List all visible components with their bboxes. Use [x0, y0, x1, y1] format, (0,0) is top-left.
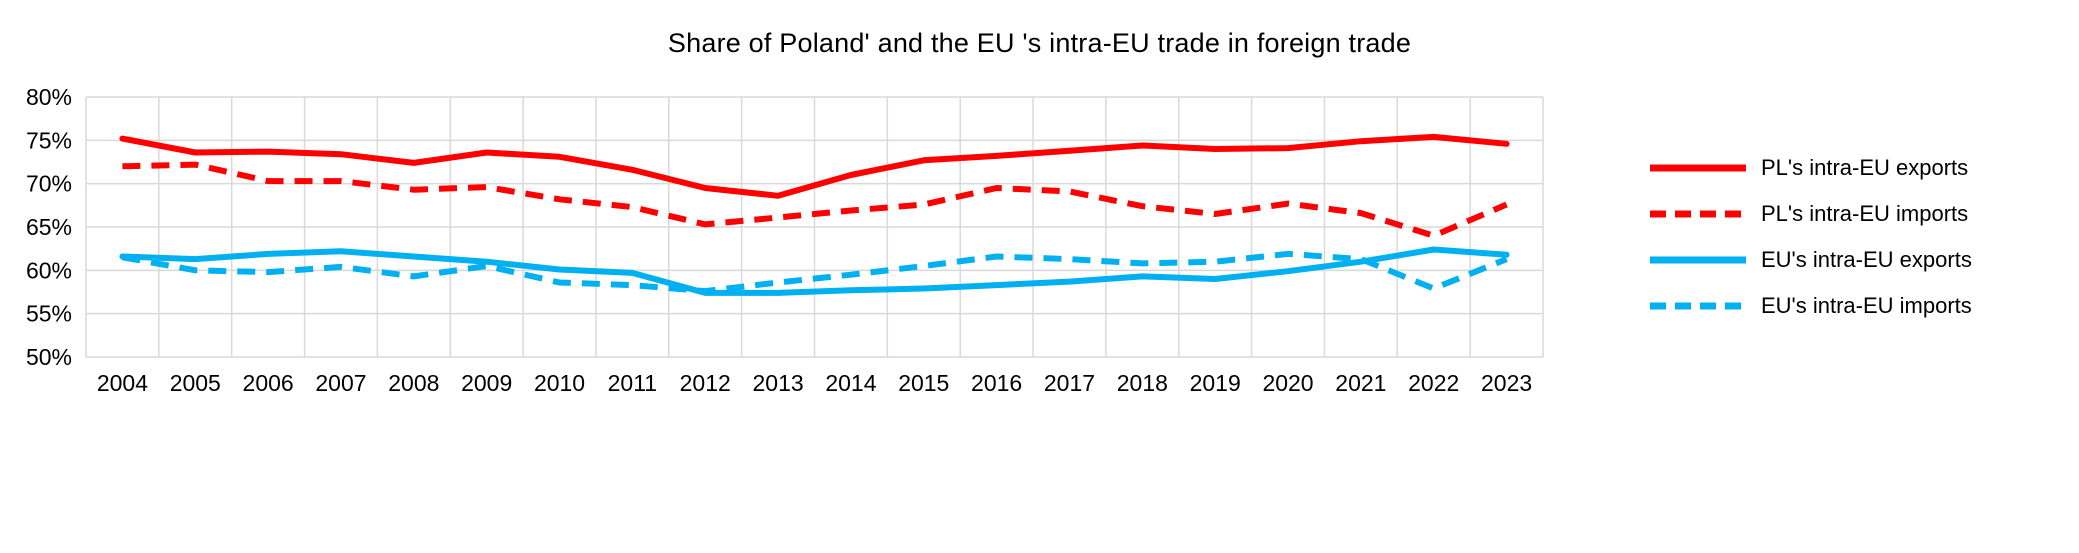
- legend-label: PL's intra-EU imports: [1761, 201, 1969, 226]
- legend-item-pl-s-intra-eu-imports: PL's intra-EU imports: [1650, 199, 1972, 229]
- series-line-eu-s-intra-eu-imports: [121, 250, 1508, 295]
- y-tick-label: 50%: [26, 344, 72, 370]
- legend-line-sample-dashed: [1650, 210, 1746, 218]
- x-tick-label: 2023: [1481, 370, 1532, 396]
- x-axis-labels: 2004 2005 2006 2007 2008 2009 2010 2011 2012 2013…: [97, 370, 1532, 396]
- x-tick-label: 2014: [825, 370, 876, 396]
- x-tick-label: 2015: [898, 370, 949, 396]
- y-tick-label: 55%: [26, 301, 72, 327]
- legend-line-sample-solid: [1650, 256, 1746, 264]
- x-tick-label: 2008: [388, 370, 439, 396]
- x-tick-label: 2022: [1408, 370, 1459, 396]
- x-tick-label: 2005: [170, 370, 221, 396]
- y-tick-label: 65%: [26, 214, 72, 240]
- x-tick-label: 2019: [1190, 370, 1241, 396]
- x-tick-label: 2010: [534, 370, 585, 396]
- legend-line-sample-solid: [1650, 164, 1746, 172]
- x-tick-label: 2012: [680, 370, 731, 396]
- x-tick-label: 2006: [243, 370, 294, 396]
- legend-label: PL's intra-EU exports: [1761, 155, 1969, 180]
- y-tick-label: 75%: [26, 127, 72, 153]
- legend-item-eu-s-intra-eu-imports: EU's intra-EU imports: [1650, 291, 1972, 321]
- legend: PL's intra-EU exports PL's intra-EU impor…: [1650, 153, 1972, 321]
- legend-item-pl-s-intra-eu-exports: PL's intra-EU exports: [1650, 153, 1972, 183]
- legend-label: EU's intra-EU imports: [1761, 293, 1972, 318]
- y-tick-label: 70%: [26, 171, 72, 197]
- legend-line-sample-dashed: [1650, 302, 1746, 310]
- gridlines: [85, 96, 1544, 358]
- x-tick-label: 2021: [1335, 370, 1386, 396]
- x-tick-label: 2017: [1044, 370, 1095, 396]
- x-tick-label: 2013: [752, 370, 803, 396]
- y-tick-label: 80%: [26, 84, 72, 110]
- x-tick-label: 2009: [461, 370, 512, 396]
- x-tick-label: 2007: [315, 370, 366, 396]
- y-axis-labels: 80% 75% 70% 65% 60% 55% 50%: [26, 84, 72, 370]
- x-tick-label: 2020: [1262, 370, 1313, 396]
- legend-item-eu-s-intra-eu-exports: EU's intra-EU exports: [1650, 245, 1972, 275]
- x-tick-label: 2004: [97, 370, 148, 396]
- series-line-pl-s-intra-eu-exports: [119, 133, 1510, 199]
- legend-label: EU's intra-EU exports: [1761, 247, 1972, 272]
- chart-title: Share of Poland' and the EU 's intra-EU …: [667, 28, 1412, 58]
- y-tick-label: 60%: [26, 257, 72, 283]
- x-tick-label: 2016: [971, 370, 1022, 396]
- series-line-pl-s-intra-eu-imports: [122, 161, 1508, 239]
- series-line-eu-s-intra-eu-exports: [119, 246, 1510, 296]
- x-tick-label: 2018: [1117, 370, 1168, 396]
- x-tick-label: 2011: [608, 370, 657, 396]
